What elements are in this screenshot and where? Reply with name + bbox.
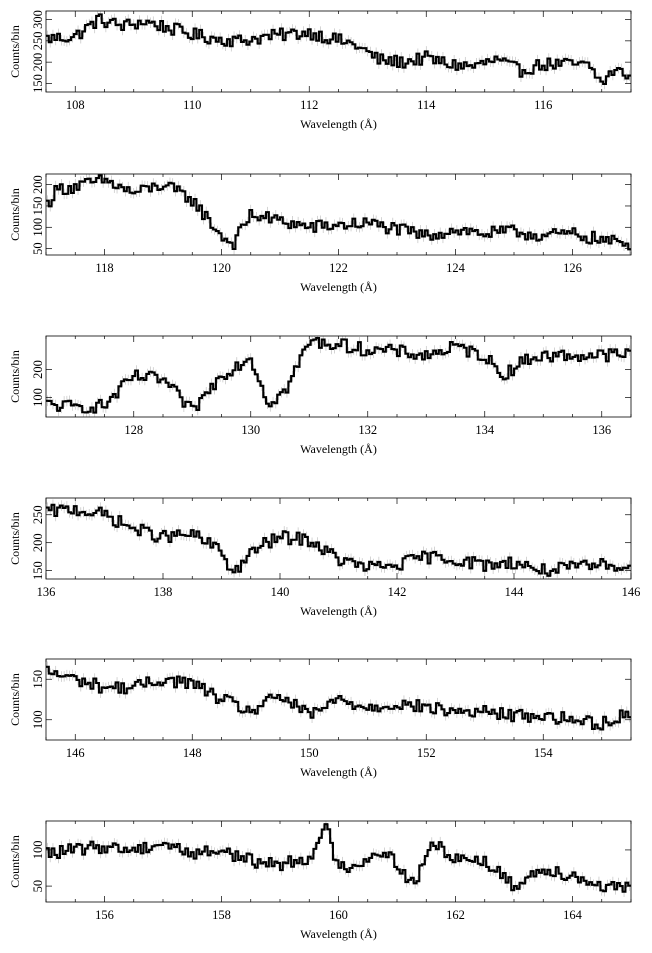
- x-tick-label: 164: [563, 908, 583, 922]
- plot-frame: [45, 658, 632, 741]
- y-tick-label: 300: [31, 10, 45, 29]
- x-tick-label: 148: [183, 746, 202, 760]
- x-tick-label: 136: [37, 585, 56, 599]
- y-tick-label: 50: [31, 880, 45, 893]
- y-tick-label: 100: [31, 388, 45, 407]
- x-tick-label: 144: [505, 585, 525, 599]
- x-tick-label: 160: [329, 908, 348, 922]
- spectrum-line: [46, 337, 631, 414]
- y-tick-label: 150: [31, 670, 45, 689]
- y-tick-label: 50: [31, 242, 45, 255]
- y-axis-label: Counts/bin: [8, 673, 22, 726]
- x-axis-label: Wavelength (Å): [300, 442, 377, 456]
- y-tick-label: 150: [31, 561, 45, 580]
- y-tick-label: 200: [31, 533, 45, 552]
- x-tick-label: 126: [563, 261, 582, 275]
- spectrum-line: [46, 503, 631, 577]
- y-tick-label: 100: [31, 841, 45, 860]
- x-axis-label: Wavelength (Å): [300, 604, 377, 618]
- x-tick-label: 120: [212, 261, 231, 275]
- x-tick-label: 162: [446, 908, 465, 922]
- x-tick-label: 130: [241, 423, 260, 437]
- y-tick-label: 250: [31, 505, 45, 524]
- x-axis-label: Wavelength (Å): [300, 765, 377, 779]
- x-tick-label: 114: [417, 98, 436, 112]
- x-tick-label: 108: [66, 98, 85, 112]
- spectrum-line: [46, 13, 631, 86]
- y-tick-label: 200: [31, 175, 45, 194]
- spectrum-line: [46, 174, 631, 251]
- x-tick-label: 116: [534, 98, 552, 112]
- x-tick-label: 136: [592, 423, 611, 437]
- x-axis-label: Wavelength (Å): [300, 927, 377, 941]
- x-tick-label: 152: [417, 746, 436, 760]
- x-tick-label: 128: [124, 423, 143, 437]
- x-tick-label: 150: [300, 746, 319, 760]
- x-tick-label: 154: [534, 746, 554, 760]
- x-tick-label: 134: [475, 423, 495, 437]
- spectrum-panel-4: 136 138 140 142 144 146 150 200 250 Wavelength (Å…: [8, 497, 641, 618]
- y-tick-label: 100: [31, 218, 45, 237]
- y-tick-label: 150: [31, 74, 45, 93]
- x-axis-label: Wavelength (Å): [300, 117, 377, 131]
- y-axis-label: Counts/bin: [8, 512, 22, 565]
- x-tick-label: 112: [300, 98, 318, 112]
- x-tick-label: 110: [183, 98, 201, 112]
- x-tick-label: 138: [154, 585, 173, 599]
- y-tick-label: 200: [31, 360, 45, 379]
- y-tick-label: 200: [31, 53, 45, 72]
- spectrum-line: [46, 823, 631, 893]
- y-axis-label: Counts/bin: [8, 350, 22, 403]
- x-axis-label: Wavelength (Å): [300, 280, 377, 294]
- spectrum-panel-3: 128 130 132 134 136 100 200 Wavelength (Å) Count…: [8, 335, 632, 456]
- plot-frame: [45, 173, 632, 256]
- y-tick-label: 150: [31, 197, 45, 216]
- x-tick-label: 158: [212, 908, 231, 922]
- spectrum-panel-1: 108 110 112 114 116 150 200 250 300 Wavelength (Å…: [8, 10, 632, 131]
- x-tick-label: 146: [66, 746, 85, 760]
- spectrum-panel-5: 146 148 150 152 154 100 150 Wavelength (Å) Count…: [8, 658, 632, 779]
- spectrum-panel-2: 118 120 122 124 126 50 100 150 200 Wavelength (Å)…: [8, 173, 632, 294]
- y-tick-label: 100: [31, 710, 45, 729]
- spectrum-line: [46, 665, 631, 731]
- y-tick-label: 250: [31, 31, 45, 50]
- x-tick-label: 140: [271, 585, 290, 599]
- spectrum-panel-6: 156 158 160 162 164 50 100 Wavelength (Å) Counts…: [8, 820, 632, 941]
- x-tick-label: 124: [446, 261, 466, 275]
- x-tick-label: 146: [622, 585, 641, 599]
- x-tick-label: 142: [388, 585, 407, 599]
- y-axis-label: Counts/bin: [8, 25, 22, 78]
- y-axis-label: Counts/bin: [8, 835, 22, 888]
- x-tick-label: 118: [95, 261, 113, 275]
- y-axis-label: Counts/bin: [8, 188, 22, 241]
- x-tick-label: 122: [329, 261, 348, 275]
- x-tick-label: 156: [95, 908, 114, 922]
- x-tick-label: 132: [358, 423, 377, 437]
